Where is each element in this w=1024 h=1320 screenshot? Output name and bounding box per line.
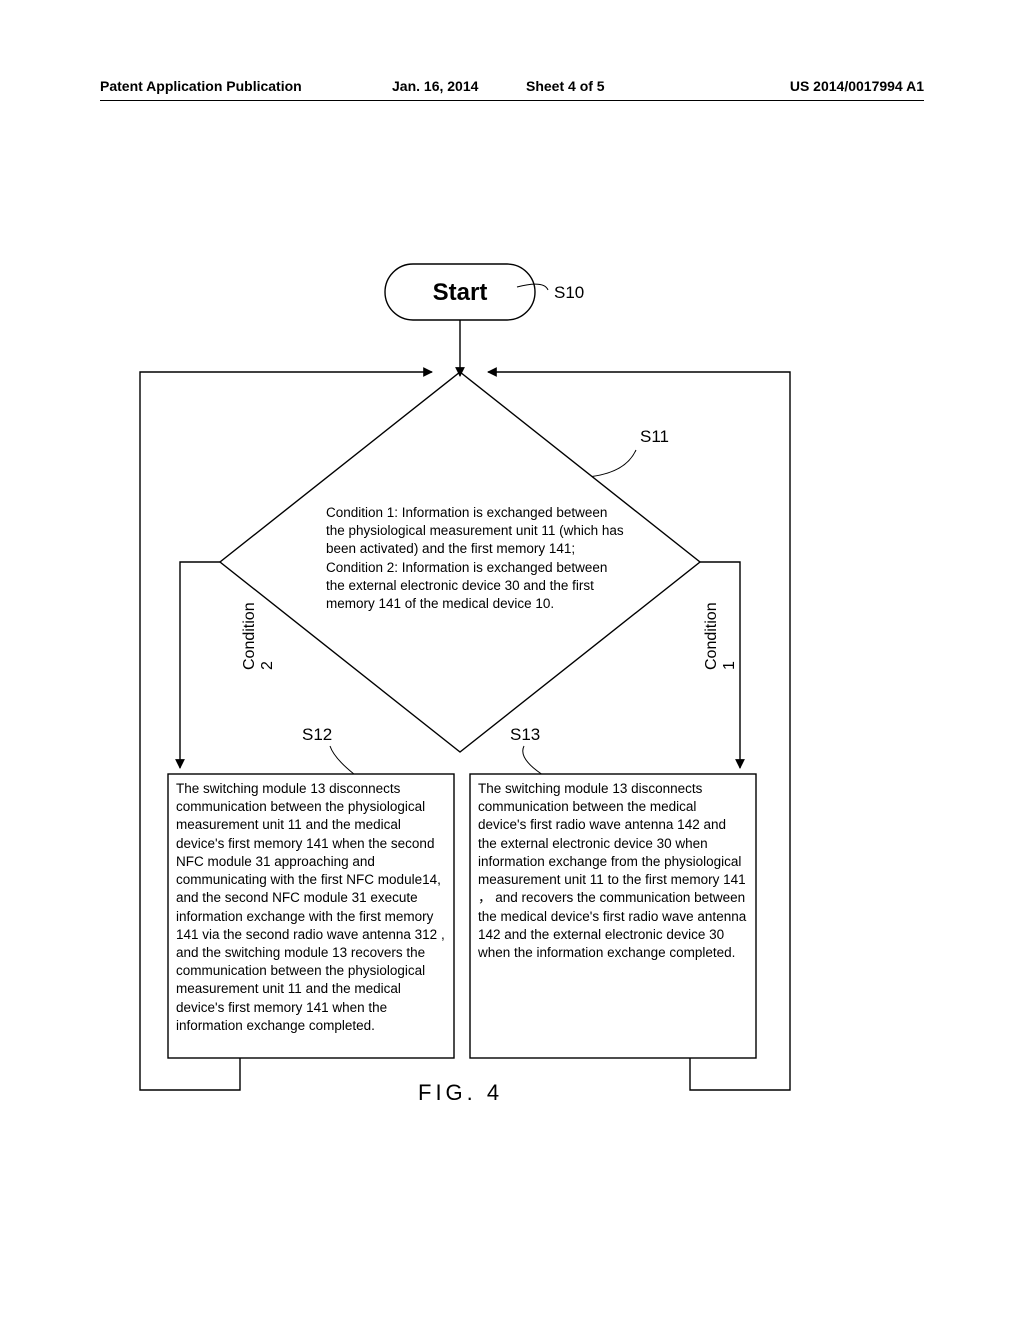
condition-2-label: Condition2	[241, 602, 276, 670]
decision-node: S11 Condition 1: Information is exchange…	[220, 372, 700, 752]
process-left: S12 The switching module 13 disconnects …	[168, 725, 454, 1058]
flowchart: Start S10 S11 Condition 1: Information i…	[0, 0, 1024, 1320]
page: Patent Application Publication Jan. 16, …	[0, 0, 1024, 1320]
decision-text: Condition 1: Information is exchanged be…	[326, 504, 626, 644]
figure-label: FIG. 4	[418, 1080, 503, 1105]
start-node: Start S10	[385, 264, 584, 320]
condition-1-label: Condition1	[703, 602, 738, 670]
start-text: Start	[433, 279, 488, 306]
edge-decision-left	[180, 562, 220, 768]
decision-ref: S11	[640, 427, 669, 446]
process-right: S13 The switching module 13 disconnects …	[470, 725, 756, 1058]
process-left-ref: S12	[302, 725, 332, 744]
process-right-text: The switching module 13 disconnects comm…	[478, 780, 748, 1052]
process-left-text: The switching module 13 disconnects comm…	[176, 780, 446, 1052]
start-ref: S10	[554, 283, 584, 302]
process-right-ref: S13	[510, 725, 540, 744]
